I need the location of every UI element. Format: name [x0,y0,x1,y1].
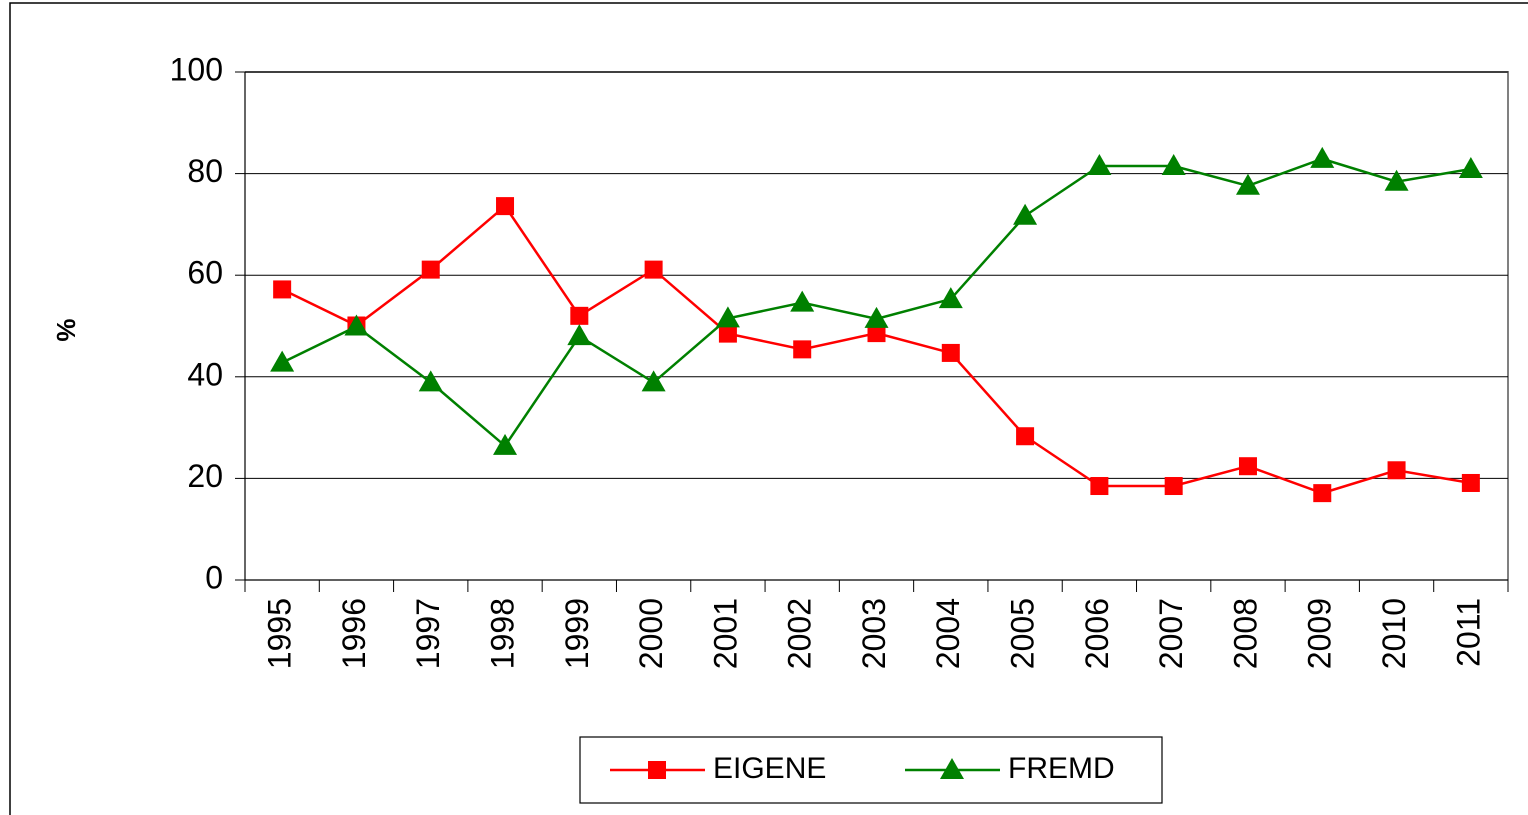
y-tick-label: 80 [187,153,223,189]
x-tick-label: 2006 [1079,598,1115,669]
y-tick-label: 20 [187,458,223,494]
data-point [867,324,886,343]
data-point [493,433,518,455]
data-point [1461,473,1480,492]
data-point [1458,157,1483,179]
data-point [1384,169,1409,191]
y-tick-label: 40 [187,356,223,392]
x-tick-label: 1999 [559,598,595,669]
x-tick-label: 2004 [930,598,966,669]
y-tick-label: 60 [187,255,223,291]
x-tick-label: 2008 [1227,598,1263,669]
x-tick-label: 2000 [633,598,669,669]
data-point [718,324,737,343]
x-tick-label: 2002 [782,598,818,669]
data-point [1387,461,1406,480]
x-tick-label: 2001 [707,598,743,669]
x-tick-label: 1995 [262,598,298,669]
data-point [496,197,515,216]
data-point [567,324,592,346]
data-point [1238,457,1257,476]
x-tick-label: 2009 [1302,598,1338,669]
data-point [344,314,369,336]
data-point [1164,477,1183,496]
data-point [864,306,889,328]
legend-marker [940,758,964,779]
x-tick-label: 2005 [1005,598,1041,669]
x-tick-label: 2010 [1376,598,1412,669]
y-tick-label: 0 [205,559,223,595]
data-point [941,343,960,362]
legend-label: EIGENE [713,752,826,785]
x-tick-label: 2011 [1450,598,1486,667]
data-point [421,260,440,279]
x-tick-label: 2003 [856,598,892,669]
x-tick-label: 1997 [410,598,446,669]
data-point [644,260,663,279]
legend-marker [648,761,666,779]
data-point [273,280,292,299]
data-point [1161,153,1186,175]
data-point [1016,427,1035,446]
data-point [1235,173,1260,195]
y-tick-label: 100 [170,51,223,87]
data-point [1013,203,1038,225]
data-point [790,290,815,312]
chart-frame [9,2,1528,815]
data-point [793,340,812,359]
y-axis-title: % [51,318,81,341]
data-point [938,287,963,309]
x-tick-label: 1996 [336,598,372,669]
data-point [1313,484,1332,503]
data-point [1310,146,1335,168]
x-tick-label: 2007 [1153,598,1189,669]
x-tick-label: 1998 [484,598,520,669]
data-point [418,370,443,392]
data-point [570,306,589,325]
data-point [270,350,295,372]
data-point [1087,153,1112,175]
data-point [641,370,666,392]
data-point [715,306,740,328]
data-point [1090,477,1109,496]
legend-label: FREMD [1008,752,1115,785]
